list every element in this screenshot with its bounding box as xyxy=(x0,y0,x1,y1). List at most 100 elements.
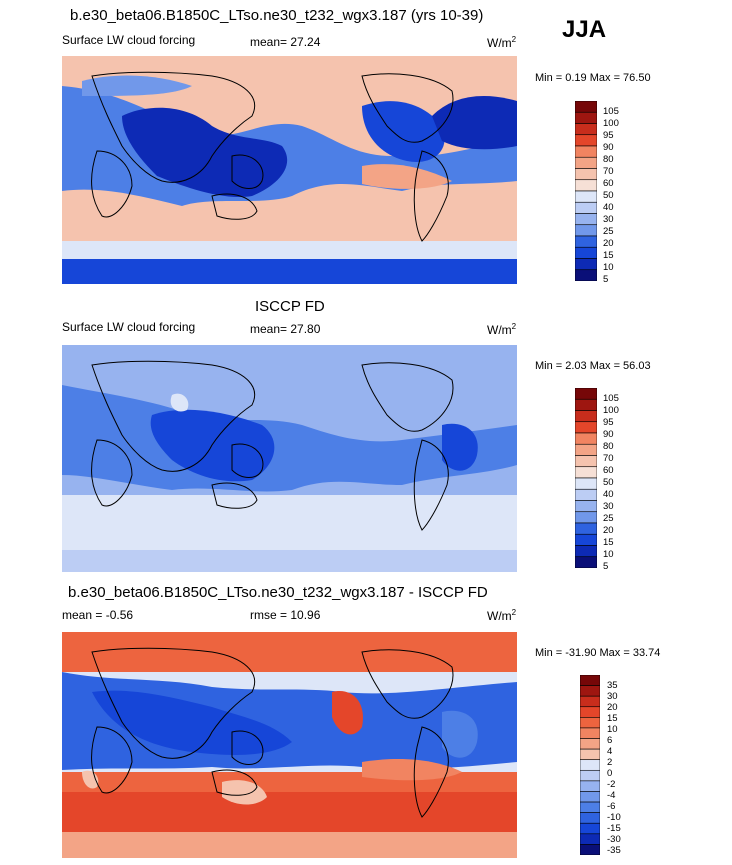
colorbar-swatch xyxy=(575,522,597,535)
cb3-label: 15 xyxy=(607,713,618,724)
cb2-label: 15 xyxy=(603,537,614,548)
cb1-label: 105 xyxy=(603,106,619,117)
cb3-label: 4 xyxy=(607,746,613,757)
colorbar-swatch xyxy=(580,717,600,729)
cb2-label: 90 xyxy=(603,429,614,440)
colorbar-swatch xyxy=(580,822,600,835)
cb1-label: 95 xyxy=(603,130,614,141)
colorbar-swatch xyxy=(575,443,597,456)
colorbar-swatch xyxy=(580,780,600,792)
panel3-minmax-label: Min = -31.90 Max = 33.74 xyxy=(535,647,661,659)
panel3-units-label: W/m2 xyxy=(487,608,517,623)
colorbar-swatch xyxy=(580,748,600,761)
colorbar-swatch xyxy=(580,695,600,708)
colorbar-swatch xyxy=(575,168,597,181)
cb1-label: 60 xyxy=(603,178,614,189)
cb1-label: 100 xyxy=(603,118,619,129)
panel3-colorbar-labels: 35 30 20 15 10 6 4 2 0 -2 -4 -6 -10 -15 … xyxy=(607,675,647,855)
cb2-label: 50 xyxy=(603,477,614,488)
cb3-label: -10 xyxy=(607,812,621,823)
season-label: JJA xyxy=(562,16,607,43)
cb1-label: 5 xyxy=(603,274,609,285)
cb3-label: 10 xyxy=(607,724,618,735)
panel1-colorbar-labels: 105 100 95 90 80 70 60 50 40 30 25 20 15… xyxy=(603,101,643,284)
colorbar-swatch xyxy=(575,190,597,203)
colorbar-swatch xyxy=(575,421,597,434)
colorbar-swatch xyxy=(575,101,597,113)
cb2-label: 25 xyxy=(603,513,614,524)
colorbar-swatch xyxy=(575,545,597,558)
colorbar-swatch xyxy=(575,258,597,271)
colorbar-swatch xyxy=(580,685,600,697)
colorbar-swatch xyxy=(575,533,597,546)
panel2-mean-label: mean= 27.80 xyxy=(250,322,321,336)
cb2-label: 60 xyxy=(603,465,614,476)
colorbar-swatch xyxy=(575,179,597,192)
cb3-label: 20 xyxy=(607,702,618,713)
colorbar-swatch xyxy=(575,235,597,248)
colorbar-swatch xyxy=(575,488,597,501)
cb1-label: 50 xyxy=(603,190,614,201)
colorbar-swatch xyxy=(575,477,597,490)
cb3-label: -35 xyxy=(607,845,621,856)
panel1-map xyxy=(62,56,517,284)
panel2-map xyxy=(62,345,517,572)
colorbar-swatch xyxy=(575,134,597,147)
cb3-label: 30 xyxy=(607,691,618,702)
colorbar-swatch xyxy=(575,432,597,445)
colorbar-swatch xyxy=(580,759,600,771)
cb2-label: 100 xyxy=(603,405,619,416)
panel3-rmse-label: rmse = 10.96 xyxy=(250,608,321,622)
cb2-label: 5 xyxy=(603,561,609,572)
colorbar-swatch xyxy=(575,556,597,568)
cb1-label: 70 xyxy=(603,166,614,177)
cb3-label: -6 xyxy=(607,801,616,812)
cb2-label: 95 xyxy=(603,417,614,428)
cb2-label: 80 xyxy=(603,441,614,452)
colorbar-swatch xyxy=(575,201,597,214)
panel2-colorbar-labels: 105 100 95 90 80 70 60 50 40 30 25 20 15… xyxy=(603,388,643,571)
cb3-label: -2 xyxy=(607,779,616,790)
panel2-title: ISCCP FD xyxy=(255,298,325,315)
cb1-label: 20 xyxy=(603,238,614,249)
panel2-units-label: W/m2 xyxy=(487,322,517,337)
cb1-label: 40 xyxy=(603,202,614,213)
cb1-label: 15 xyxy=(603,250,614,261)
colorbar-swatch xyxy=(575,213,597,226)
cb3-label: 0 xyxy=(607,768,613,779)
panel1-units-label: W/m2 xyxy=(487,35,517,50)
cb1-label: 30 xyxy=(603,214,614,225)
colorbar-swatch xyxy=(575,145,597,158)
colorbar-swatch xyxy=(580,738,600,750)
cb2-label: 70 xyxy=(603,453,614,464)
colorbar-swatch xyxy=(575,156,597,169)
cb3-label: 35 xyxy=(607,680,618,691)
cb1-label: 25 xyxy=(603,226,614,237)
cb2-label: 20 xyxy=(603,525,614,536)
colorbar-swatch xyxy=(575,224,597,237)
cb3-label: -4 xyxy=(607,790,616,801)
cb2-label: 10 xyxy=(603,549,614,560)
cb2-label: 30 xyxy=(603,501,614,512)
colorbar-swatch xyxy=(575,455,597,468)
colorbar-swatch xyxy=(575,111,597,124)
panel1-mean-label: mean= 27.24 xyxy=(250,35,321,49)
colorbar-swatch xyxy=(575,500,597,513)
cb2-label: 105 xyxy=(603,393,619,404)
panel3-title: b.e30_beta06.B1850C_LTso.ne30_t232_wgx3.… xyxy=(68,584,488,601)
colorbar-swatch xyxy=(580,812,600,824)
panel1-title: b.e30_beta06.B1850C_LTso.ne30_t232_wgx3.… xyxy=(70,7,484,24)
colorbar-swatch xyxy=(575,123,597,136)
panel3-colorbar xyxy=(580,675,600,855)
colorbar-swatch xyxy=(580,801,600,813)
colorbar-swatch xyxy=(580,769,600,782)
cb2-label: 40 xyxy=(603,489,614,500)
colorbar-swatch xyxy=(575,410,597,423)
panel1-variable-label: Surface LW cloud forcing xyxy=(62,33,196,47)
cb3-label: 6 xyxy=(607,735,613,746)
colorbar-swatch xyxy=(580,706,600,718)
colorbar-swatch xyxy=(580,791,600,803)
panel2-minmax-label: Min = 2.03 Max = 56.03 xyxy=(535,360,651,372)
colorbar-swatch xyxy=(575,246,597,259)
panel3-map xyxy=(62,632,517,858)
